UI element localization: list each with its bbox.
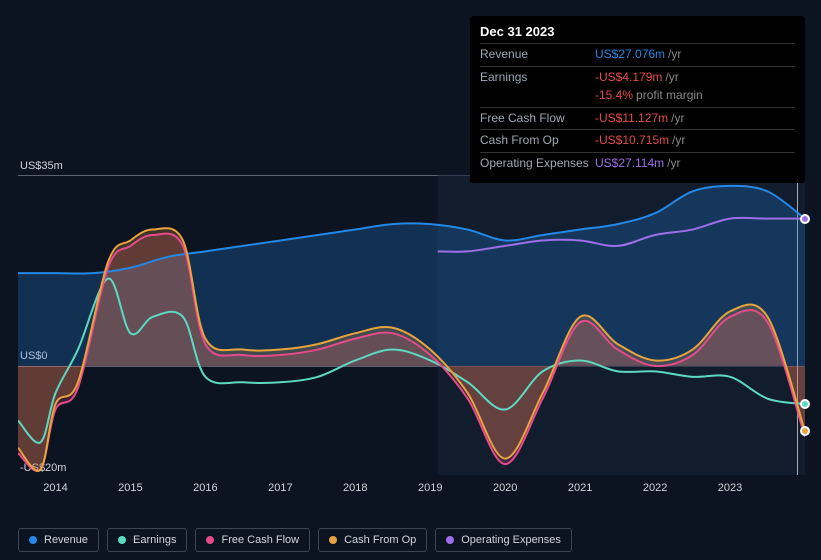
tooltip-value: -US$11.127m — [595, 111, 668, 127]
tooltip-label: Cash From Op — [480, 133, 595, 149]
legend-swatch — [118, 536, 126, 544]
chart-legend: Revenue Earnings Free Cash Flow Cash From O… — [18, 528, 572, 552]
tooltip-subrow: -15.4%profit margin — [480, 88, 795, 107]
legend-label: Free Cash Flow — [221, 534, 299, 546]
plot-area[interactable] — [18, 175, 805, 475]
x-axis-label: 2020 — [493, 482, 517, 494]
series-marker — [800, 426, 810, 436]
x-axis-label: 2017 — [268, 482, 292, 494]
x-axis-label: 2016 — [193, 482, 217, 494]
legend-item[interactable]: Cash From Op — [318, 528, 427, 552]
tooltip-row: Operating ExpensesUS$27.114m/yr — [480, 152, 795, 175]
y-axis-label: US$35m — [20, 160, 63, 172]
x-axis-label: 2014 — [43, 482, 67, 494]
chart-tooltip: Dec 31 2023 RevenueUS$27.076m/yrEarnings… — [470, 16, 805, 183]
tooltip-suffix: /yr — [665, 70, 678, 86]
legend-swatch — [446, 536, 454, 544]
tooltip-label: Operating Expenses — [480, 156, 595, 172]
tooltip-suffix: /yr — [672, 133, 685, 149]
tooltip-row: Free Cash Flow-US$11.127m/yr — [480, 107, 795, 130]
x-axis-label: 2015 — [118, 482, 142, 494]
x-axis-label: 2021 — [568, 482, 592, 494]
tooltip-date: Dec 31 2023 — [480, 24, 795, 39]
legend-swatch — [329, 536, 337, 544]
series-marker — [800, 214, 810, 224]
legend-item[interactable]: Revenue — [18, 528, 99, 552]
tooltip-row: RevenueUS$27.076m/yr — [480, 43, 795, 66]
x-axis-label: 2022 — [643, 482, 667, 494]
legend-item[interactable]: Earnings — [107, 528, 187, 552]
legend-label: Cash From Op — [344, 534, 416, 546]
tooltip-suffix: /yr — [671, 111, 684, 127]
x-axis-label: 2019 — [418, 482, 442, 494]
tooltip-value: US$27.076m — [595, 47, 665, 63]
financials-chart: US$35m US$0 -US$20m 20142015201620172018… — [0, 0, 821, 560]
tooltip-subsuffix: profit margin — [636, 88, 703, 104]
tooltip-label: Revenue — [480, 47, 595, 63]
legend-label: Earnings — [133, 534, 176, 546]
legend-label: Operating Expenses — [461, 534, 561, 546]
legend-swatch — [206, 536, 214, 544]
legend-swatch — [29, 536, 37, 544]
series-marker — [800, 399, 810, 409]
legend-label: Revenue — [44, 534, 88, 546]
tooltip-value: -US$4.179m — [595, 70, 662, 86]
tooltip-subvalue: -15.4% — [595, 88, 633, 104]
tooltip-suffix: /yr — [668, 47, 681, 63]
tooltip-row: Cash From Op-US$10.715m/yr — [480, 129, 795, 152]
tooltip-value: US$27.114m — [595, 156, 664, 172]
tooltip-label: Earnings — [480, 70, 595, 86]
tooltip-value: -US$10.715m — [595, 133, 669, 149]
tooltip-row: Earnings-US$4.179m/yr — [480, 66, 795, 89]
legend-item[interactable]: Operating Expenses — [435, 528, 572, 552]
x-axis-label: 2018 — [343, 482, 367, 494]
legend-item[interactable]: Free Cash Flow — [195, 528, 310, 552]
x-axis-label: 2023 — [718, 482, 742, 494]
tooltip-label: Free Cash Flow — [480, 111, 595, 127]
tooltip-suffix: /yr — [667, 156, 680, 172]
